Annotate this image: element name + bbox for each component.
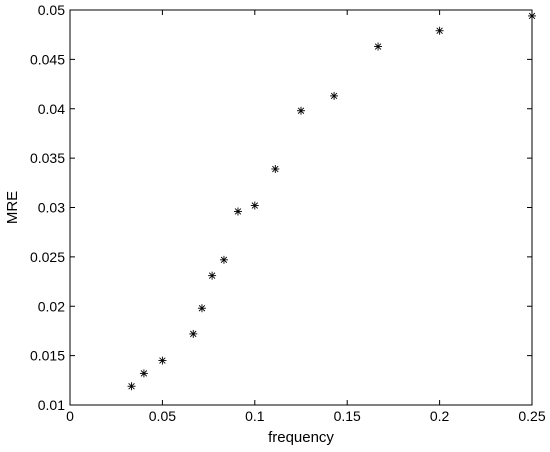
x-tick-label: 0.25 — [518, 408, 545, 424]
data-point — [374, 42, 383, 51]
plot-area — [69, 9, 533, 406]
x-tick-label: 0.15 — [334, 408, 361, 424]
data-point — [233, 207, 242, 216]
y-tick-label: 0.02 — [38, 298, 65, 314]
y-tick-label: 0.045 — [30, 51, 65, 67]
data-point — [330, 91, 339, 100]
x-axis-ticks: 0 0.05 0.1 0.15 0.2 0.25 — [66, 10, 546, 424]
x-tick-label: 0 — [66, 408, 74, 424]
data-point — [219, 255, 228, 264]
data-point — [139, 369, 148, 378]
x-tick-label: 0.1 — [245, 408, 265, 424]
data-point — [435, 26, 444, 35]
x-tick-label: 0.2 — [430, 408, 450, 424]
y-tick-label: 0.01 — [38, 397, 65, 413]
y-tick-label: 0.035 — [30, 150, 65, 166]
data-point — [297, 106, 305, 115]
data-point — [158, 356, 167, 365]
y-tick-label: 0.05 — [38, 2, 65, 18]
x-tick-label: 0.05 — [149, 408, 176, 424]
y-axis-label: MRE — [4, 191, 21, 224]
data-point — [250, 201, 259, 210]
data-point — [189, 329, 198, 338]
data-point — [208, 271, 217, 280]
data-points — [127, 11, 536, 391]
data-point — [127, 382, 136, 391]
y-tick-label: 0.015 — [30, 348, 65, 364]
data-point — [197, 304, 206, 313]
y-axis-ticks: 0.01 0.015 0.02 0.025 0.03 0.035 0.04 0.045 0.05 — [30, 2, 532, 413]
y-tick-label: 0.03 — [38, 200, 65, 216]
y-tick-label: 0.025 — [30, 249, 65, 265]
y-tick-label: 0.04 — [38, 101, 65, 117]
x-axis-label: frequency — [268, 429, 334, 446]
data-point — [528, 11, 536, 20]
data-point — [271, 164, 280, 173]
